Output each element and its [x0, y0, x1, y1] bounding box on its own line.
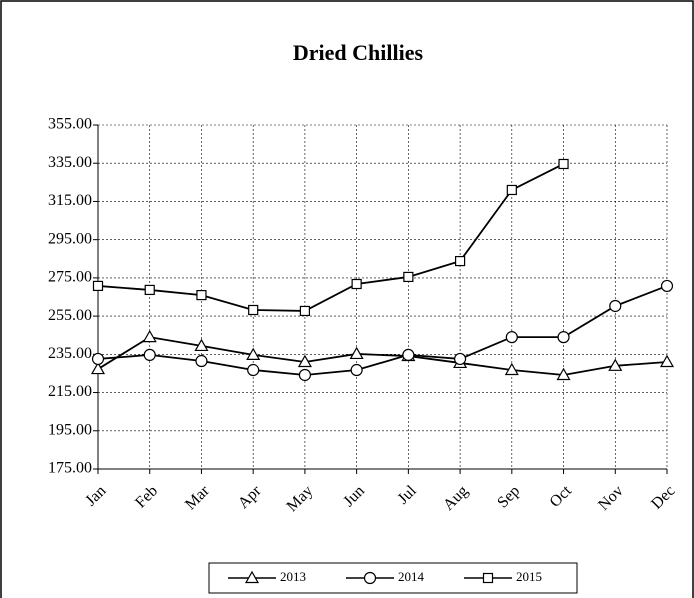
- marker: [142, 329, 157, 343]
- marker: [609, 299, 622, 313]
- series-line: [97, 336, 668, 376]
- y-tick-label: 295.00: [48, 230, 92, 247]
- marker: [143, 348, 156, 362]
- marker: [90, 361, 106, 375]
- y-tick-label: 315.00: [48, 192, 92, 209]
- marker: [194, 338, 209, 352]
- marker: [453, 352, 467, 366]
- marker: [244, 570, 260, 584]
- marker: [91, 352, 105, 366]
- series-line: [97, 163, 564, 312]
- marker: [298, 368, 312, 382]
- marker: [297, 354, 312, 368]
- marker: [246, 347, 261, 361]
- y-tick-label: 235.00: [48, 345, 92, 362]
- marker: [660, 279, 674, 293]
- y-tick-label: 195.00: [48, 421, 92, 438]
- marker: [505, 331, 518, 344]
- series-line: [97, 285, 668, 376]
- marker: [558, 158, 569, 170]
- marker: [195, 354, 208, 368]
- y-tick-label: 275.00: [48, 269, 92, 286]
- y-tick-label: 355.00: [48, 116, 92, 133]
- legend-label: 2015: [516, 569, 542, 584]
- marker: [454, 255, 466, 267]
- marker: [351, 278, 362, 290]
- marker: [506, 184, 517, 196]
- marker: [363, 571, 377, 585]
- marker: [350, 363, 363, 377]
- marker: [349, 346, 364, 360]
- marker: [402, 348, 415, 362]
- legend-label: 2014: [398, 569, 425, 584]
- marker: [482, 572, 494, 584]
- marker: [659, 354, 675, 368]
- marker: [403, 271, 414, 283]
- marker: [557, 331, 570, 344]
- marker: [196, 289, 207, 301]
- marker: [247, 363, 260, 377]
- marker: [144, 284, 155, 296]
- marker: [608, 358, 623, 371]
- marker: [92, 280, 104, 292]
- y-tick-label: 335.00: [48, 154, 92, 171]
- marker: [504, 362, 519, 376]
- chart-title: Dried Chillies: [293, 40, 424, 65]
- marker: [248, 304, 259, 316]
- legend-label: 2013: [280, 569, 306, 584]
- y-tick-label: 175.00: [48, 460, 92, 477]
- marker: [299, 305, 311, 317]
- marker: [556, 367, 571, 381]
- y-tick-label: 255.00: [48, 307, 92, 324]
- y-tick-label: 215.00: [48, 383, 92, 400]
